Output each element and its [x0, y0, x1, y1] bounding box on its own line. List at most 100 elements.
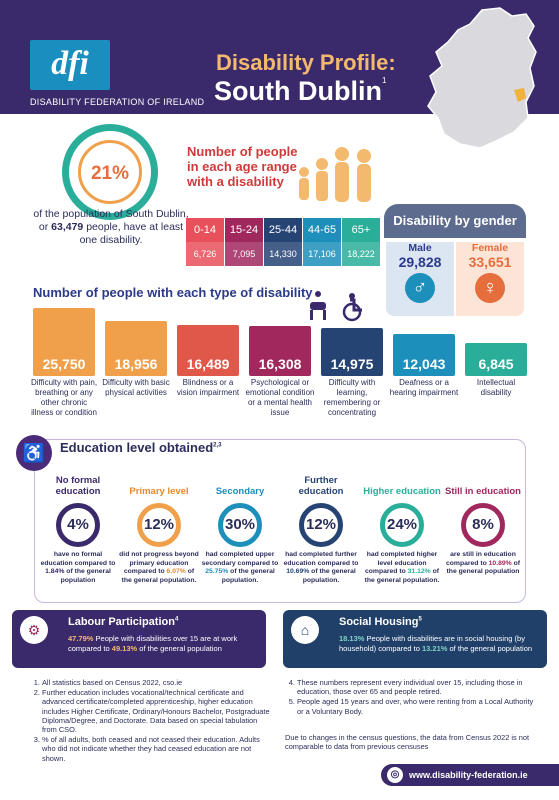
- age-band-value: 17,106: [303, 242, 341, 266]
- disability-type-value: 6,845: [478, 356, 514, 372]
- age-band-label: 15-24: [225, 218, 263, 242]
- disability-type-bar: [105, 321, 167, 376]
- disability-type-value: 12,043: [402, 356, 446, 372]
- age-band: 65+ 18,222: [342, 218, 380, 266]
- gear-people-icon: ⚙: [20, 616, 48, 644]
- education-item: Higher education 24% had completed highe…: [362, 463, 442, 585]
- disability-type-label: Difficulty with basic physical activitie…: [102, 378, 170, 397]
- education-percentage: 12%: [299, 503, 343, 547]
- place-name: South Dublin1: [214, 76, 387, 106]
- disability-type-value: 16,308: [258, 356, 302, 372]
- disability-type-bar: [249, 326, 311, 376]
- population-percentage: 21%: [90, 163, 130, 184]
- disability-type-bar: [33, 308, 95, 376]
- age-band-value: 14,330: [264, 242, 302, 266]
- education-item: Primary level 12% did not progress beyon…: [119, 463, 199, 585]
- education-item: Secondary 30% had completed upper second…: [200, 463, 280, 585]
- footnote-4: These numbers represent every individual…: [297, 678, 535, 696]
- education-percentage: 12%: [137, 503, 181, 547]
- female-symbol-icon: ♀: [475, 273, 505, 303]
- footnotes-right: These numbers represent every individual…: [285, 678, 535, 717]
- labour-text: 47.79% People with disabilities over 15 …: [68, 634, 238, 653]
- disability-type-label: Difficulty with learning, remembering or…: [323, 378, 381, 417]
- male-label: Male: [408, 242, 432, 254]
- organisation-name: DISABILITY FEDERATION OF IRELAND: [30, 97, 205, 107]
- education-heading: Primary level: [129, 486, 189, 497]
- male-value: 29,828: [398, 254, 442, 270]
- age-band: 25-44 14,330: [264, 218, 302, 266]
- education-percentage: 4%: [56, 503, 100, 547]
- disability-type-value: 16,489: [186, 356, 230, 372]
- education-percentage: 30%: [218, 503, 262, 547]
- percentage-ring: 21%: [62, 124, 158, 220]
- housing-text: 18.13% People with disabilities are in s…: [339, 634, 533, 653]
- disability-type-label: Intellectual disability: [476, 378, 516, 397]
- female-label: Female: [471, 242, 509, 254]
- male-column: Male 29,828 ♂: [386, 242, 454, 316]
- disability-type-bar: [321, 328, 383, 376]
- disability-type-label: Deafness or a hearing impairment: [389, 378, 459, 397]
- page-title: Disability Profile:: [216, 50, 396, 75]
- dfi-logo: dfi: [30, 40, 110, 90]
- age-band-label: 44-65: [303, 218, 341, 242]
- education-percentage: 24%: [380, 503, 424, 547]
- census-note: Due to changes in the census questions, …: [285, 733, 530, 752]
- disability-type-value: 25,750: [42, 356, 86, 372]
- disability-type-chart: 25,750 Difficulty with pain, breathing o…: [31, 306, 528, 432]
- age-band: 0-14 6,726: [186, 218, 224, 266]
- disability-type-value: 14,975: [330, 356, 374, 372]
- education-heading: Further education: [298, 475, 344, 497]
- footnote-1: All statistics based on Census 2022, cso…: [42, 678, 270, 687]
- female-value: 33,651: [468, 254, 512, 270]
- age-band-label: 25-44: [264, 218, 302, 242]
- disability-type-value: 18,956: [114, 356, 158, 372]
- website-link[interactable]: ◎ www.disability-federation.ie: [381, 764, 559, 786]
- education-description: had completed higher level education com…: [364, 551, 440, 584]
- education-percentage: 8%: [461, 503, 505, 547]
- age-band-value: 6,726: [186, 242, 224, 266]
- age-band-value: 7,095: [225, 242, 263, 266]
- footnotes-left: All statistics based on Census 2022, cso…: [30, 678, 270, 764]
- education-item: Still in education 8% are still in educa…: [443, 463, 523, 577]
- disability-type-label: Psychological or emotional condition or …: [245, 378, 315, 417]
- footnote-3: % of all adults, both ceased and not cea…: [42, 735, 270, 763]
- footnote-5: People aged 15 years and over, who were …: [297, 697, 535, 715]
- wheelchair-and-guide-dog-icon: [310, 291, 362, 322]
- labour-participation-box: ⚙ Labour Participation4 47.79% People wi…: [12, 610, 266, 668]
- education-description: had completed further education compared…: [283, 551, 359, 584]
- age-range-title: Number of people in each age range with …: [187, 144, 298, 189]
- wheelchair-icon: ♿: [16, 435, 52, 471]
- age-band: 15-24 7,095: [225, 218, 263, 266]
- education-heading: Secondary: [215, 486, 265, 497]
- female-column: Female 33,651 ♀: [456, 242, 524, 316]
- age-band-label: 65+: [342, 218, 380, 242]
- education-item: Further education 12% had completed furt…: [281, 463, 361, 585]
- house-icon: ⌂: [291, 616, 319, 644]
- education-panel: [34, 439, 526, 603]
- labour-title: Labour Participation4: [68, 616, 179, 628]
- disability-type-title: Number of people with each type of disab…: [33, 285, 313, 300]
- footnote-2: Further education includes vocational/te…: [42, 688, 270, 734]
- age-band-value: 18,222: [342, 242, 380, 266]
- disability-type-bar: [465, 343, 527, 376]
- gender-title: Disability by gender: [384, 204, 526, 238]
- globe-icon: ◎: [387, 767, 403, 783]
- social-housing-box: ⌂ Social Housing5 18.13% People with dis…: [283, 610, 547, 668]
- education-heading: Higher education: [363, 486, 441, 497]
- age-band-label: 0-14: [186, 218, 224, 242]
- family-silhouette-icon: [299, 147, 371, 202]
- education-heading: Still in education: [444, 486, 521, 497]
- disability-type-label: Difficulty with pain, breathing or any o…: [30, 378, 98, 417]
- education-description: are still in education compared to 10.89…: [445, 551, 521, 575]
- education-heading: No formal education: [55, 475, 101, 497]
- gender-panel: Disability by gender Male 29,828 ♂ Femal…: [384, 204, 526, 316]
- population-summary: of the population of South Dublin, or 63…: [33, 208, 189, 246]
- education-item: No formal education 4% have no formal ed…: [38, 463, 118, 585]
- education-description: have no formal education compared to 1.8…: [40, 551, 116, 584]
- education-title: Education level obtained2,3: [60, 440, 222, 455]
- disability-type-label: Blindness or a vision impairment: [176, 378, 240, 397]
- disability-type-bar: [177, 325, 239, 376]
- age-band: 44-65 17,106: [303, 218, 341, 266]
- education-description: did not progress beyond primary educatio…: [119, 551, 199, 584]
- ireland-map-icon: [427, 7, 537, 149]
